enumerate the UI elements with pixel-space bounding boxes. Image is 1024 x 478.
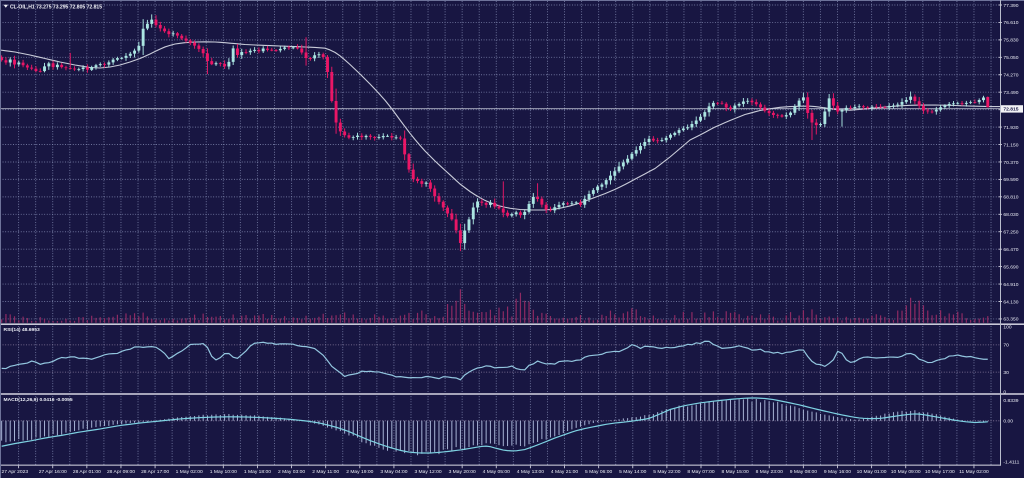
svg-text:RSI(14) 48.6953: RSI(14) 48.6953	[4, 327, 40, 333]
svg-text:4 May 05:00: 4 May 05:00	[483, 469, 510, 475]
svg-text:4 May 13:00: 4 May 13:00	[517, 469, 544, 475]
svg-text:11 May 02:00: 11 May 02:00	[959, 469, 989, 475]
svg-text:MACD(12,26,9) 0.0416 -0.0055: MACD(12,26,9) 0.0416 -0.0055	[4, 397, 73, 403]
svg-text:28 Apr 09:00: 28 Apr 09:00	[107, 469, 135, 475]
svg-text:4 May 21:00: 4 May 21:00	[551, 469, 578, 475]
svg-text:67.250: 67.250	[1003, 230, 1018, 236]
svg-text:3 May 12:00: 3 May 12:00	[414, 469, 441, 475]
svg-text:77.390: 77.390	[1003, 3, 1018, 9]
svg-text:1 May 02:00: 1 May 02:00	[176, 469, 203, 475]
svg-text:10 May 09:00: 10 May 09:00	[891, 469, 921, 475]
svg-text:27 Apr 2023: 27 Apr 2023	[2, 469, 29, 475]
svg-text:2 May 19:00: 2 May 19:00	[346, 469, 373, 475]
svg-text:73.490: 73.490	[1003, 90, 1018, 96]
svg-text:-1.4111: -1.4111	[1003, 460, 1019, 466]
svg-text:68.810: 68.810	[1003, 195, 1018, 201]
svg-text:8 May 15:00: 8 May 15:00	[722, 469, 749, 475]
svg-text:66.470: 66.470	[1003, 247, 1018, 253]
svg-text:76.610: 76.610	[1003, 20, 1018, 26]
svg-text:68.030: 68.030	[1003, 212, 1018, 218]
svg-text:64.130: 64.130	[1003, 299, 1018, 305]
svg-text:8 May 07:00: 8 May 07:00	[687, 469, 714, 475]
svg-text:63.350: 63.350	[1003, 317, 1018, 323]
svg-text:64.910: 64.910	[1003, 282, 1018, 288]
svg-text:0.00: 0.00	[1003, 419, 1013, 425]
svg-text:75.050: 75.050	[1003, 55, 1018, 61]
svg-text:71.150: 71.150	[1003, 142, 1018, 148]
svg-text:27 Apr 16:00: 27 Apr 16:00	[39, 469, 67, 475]
svg-text:CL-OIL,H1 73.275 73.295 72.80: CL-OIL,H1 73.275 73.295 72.805 72.815	[10, 4, 102, 10]
svg-text:70: 70	[1003, 343, 1009, 349]
svg-text:2 May 03:00: 2 May 03:00	[278, 469, 305, 475]
svg-text:0.8339: 0.8339	[1003, 398, 1018, 404]
svg-text:28 Apr 01:00: 28 Apr 01:00	[73, 469, 101, 475]
svg-text:3 May 04:00: 3 May 04:00	[380, 469, 407, 475]
svg-text:71.930: 71.930	[1003, 125, 1018, 131]
svg-text:8 May 23:00: 8 May 23:00	[756, 469, 783, 475]
svg-text:70.370: 70.370	[1003, 160, 1018, 166]
svg-text:75.830: 75.830	[1003, 38, 1018, 44]
svg-text:1 May 18:00: 1 May 18:00	[244, 469, 271, 475]
svg-text:5 May 22:00: 5 May 22:00	[653, 469, 680, 475]
svg-text:3 May 20:00: 3 May 20:00	[449, 469, 476, 475]
svg-text:2 May 11:00: 2 May 11:00	[312, 469, 339, 475]
svg-text:65.690: 65.690	[1003, 264, 1018, 270]
svg-text:9 May 08:00: 9 May 08:00	[790, 469, 817, 475]
svg-text:10 May 01:00: 10 May 01:00	[857, 469, 887, 475]
svg-text:5 May 14:00: 5 May 14:00	[619, 469, 646, 475]
svg-text:69.590: 69.590	[1003, 177, 1018, 183]
svg-text:0: 0	[1003, 390, 1006, 396]
svg-text:28 Apr 17:00: 28 Apr 17:00	[141, 469, 169, 475]
svg-text:100: 100	[1003, 324, 1011, 330]
svg-text:5 May 06:00: 5 May 06:00	[585, 469, 612, 475]
svg-text:1 May 10:00: 1 May 10:00	[210, 469, 237, 475]
svg-text:72.815: 72.815	[1003, 107, 1018, 113]
svg-text:9 May 16:00: 9 May 16:00	[824, 469, 851, 475]
svg-text:30: 30	[1003, 370, 1009, 376]
svg-text:10 May 17:00: 10 May 17:00	[925, 469, 955, 475]
svg-text:74.270: 74.270	[1003, 73, 1018, 79]
